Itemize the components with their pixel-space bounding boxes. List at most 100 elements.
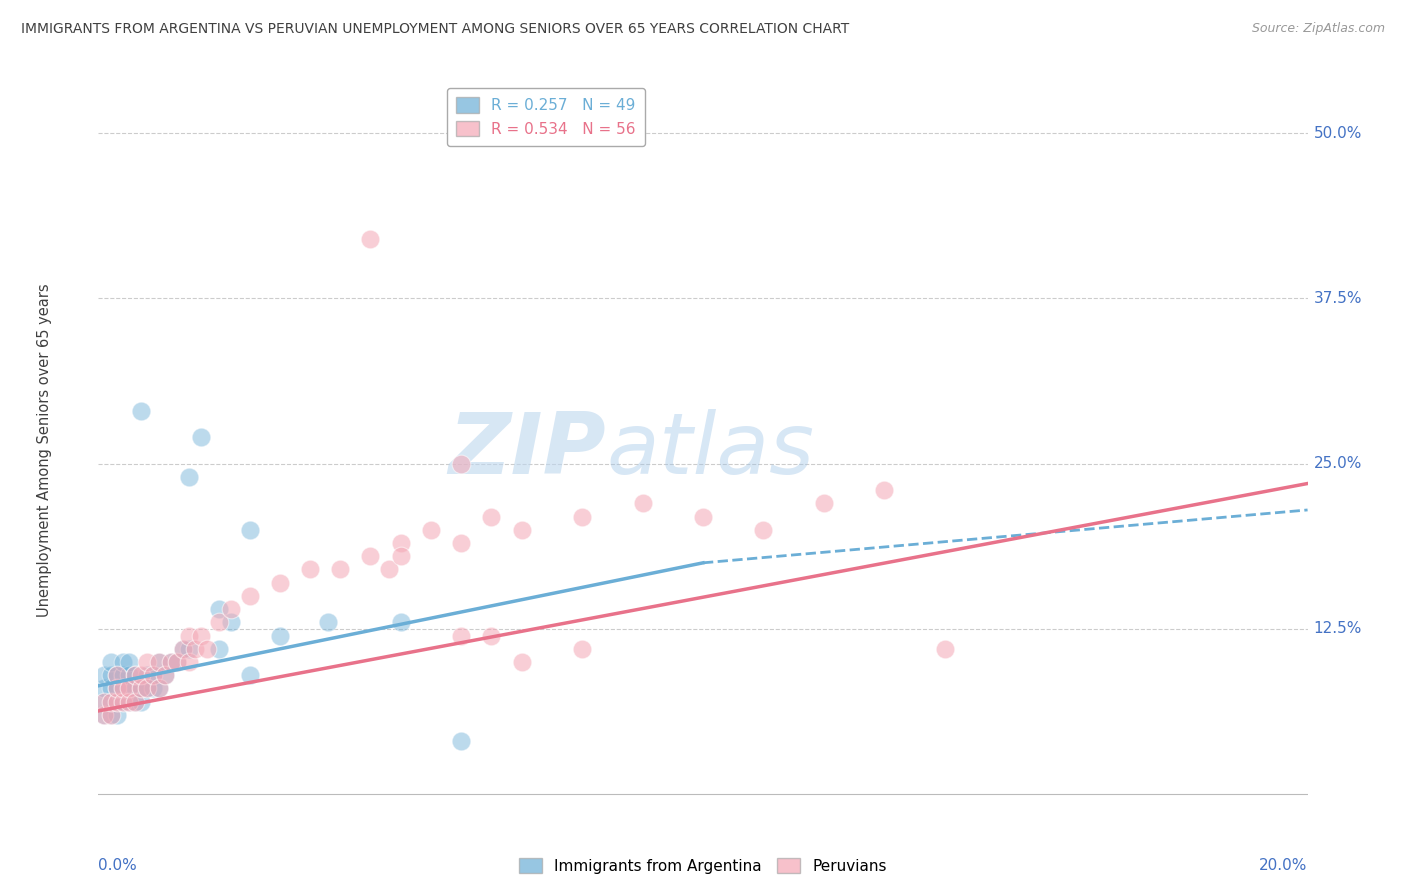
Point — [93, 707, 115, 722]
Point — [221, 615, 243, 630]
Point — [118, 655, 141, 669]
Point — [100, 695, 122, 709]
Point — [118, 668, 141, 682]
Point — [166, 655, 188, 669]
Point — [195, 641, 218, 656]
Point — [111, 655, 134, 669]
Text: 20.0%: 20.0% — [1260, 858, 1308, 872]
Point — [105, 695, 128, 709]
Point — [111, 681, 134, 696]
Point — [105, 681, 128, 696]
Point — [377, 562, 399, 576]
Point — [450, 734, 472, 748]
Point — [93, 668, 115, 682]
Point — [129, 681, 152, 696]
Point — [934, 641, 956, 656]
Point — [692, 509, 714, 524]
Point — [100, 681, 122, 696]
Point — [148, 681, 170, 696]
Text: Unemployment Among Seniors over 65 years: Unemployment Among Seniors over 65 years — [37, 284, 52, 617]
Point — [100, 655, 122, 669]
Point — [124, 695, 146, 709]
Point — [142, 668, 165, 682]
Point — [208, 615, 231, 630]
Point — [105, 707, 128, 722]
Point — [93, 695, 115, 709]
Point — [100, 707, 122, 722]
Point — [100, 668, 122, 682]
Point — [184, 641, 207, 656]
Point — [135, 668, 157, 682]
Point — [190, 629, 212, 643]
Point — [239, 668, 262, 682]
Point — [571, 641, 593, 656]
Point — [111, 668, 134, 682]
Point — [450, 629, 472, 643]
Point — [752, 523, 775, 537]
Point — [142, 681, 165, 696]
Point — [221, 602, 243, 616]
Point — [360, 549, 382, 564]
Point — [93, 707, 115, 722]
Point — [111, 695, 134, 709]
Point — [571, 509, 593, 524]
Point — [450, 457, 472, 471]
Point — [93, 695, 115, 709]
Point — [389, 615, 412, 630]
Point — [100, 695, 122, 709]
Point — [239, 589, 262, 603]
Point — [179, 655, 201, 669]
Point — [269, 629, 291, 643]
Point — [118, 695, 141, 709]
Point — [148, 655, 170, 669]
Point — [450, 536, 472, 550]
Point — [389, 536, 412, 550]
Text: 50.0%: 50.0% — [1313, 126, 1362, 141]
Point — [172, 641, 194, 656]
Point — [111, 695, 134, 709]
Point — [148, 681, 170, 696]
Point — [105, 681, 128, 696]
Point — [129, 695, 152, 709]
Point — [329, 562, 352, 576]
Point — [111, 681, 134, 696]
Point — [142, 668, 165, 682]
Point — [420, 523, 443, 537]
Point — [129, 681, 152, 696]
Point — [172, 641, 194, 656]
Point — [124, 668, 146, 682]
Point — [105, 668, 128, 682]
Text: IMMIGRANTS FROM ARGENTINA VS PERUVIAN UNEMPLOYMENT AMONG SENIORS OVER 65 YEARS C: IMMIGRANTS FROM ARGENTINA VS PERUVIAN UN… — [21, 22, 849, 37]
Point — [124, 681, 146, 696]
Point — [239, 523, 262, 537]
Text: 0.0%: 0.0% — [98, 858, 138, 872]
Point — [105, 668, 128, 682]
Legend: R = 0.257   N = 49, R = 0.534   N = 56: R = 0.257 N = 49, R = 0.534 N = 56 — [447, 88, 645, 146]
Point — [631, 496, 654, 510]
Point — [124, 668, 146, 682]
Point — [129, 404, 152, 418]
Text: Source: ZipAtlas.com: Source: ZipAtlas.com — [1251, 22, 1385, 36]
Point — [813, 496, 835, 510]
Point — [153, 668, 176, 682]
Point — [316, 615, 339, 630]
Text: 12.5%: 12.5% — [1313, 622, 1362, 636]
Point — [160, 655, 183, 669]
Point — [873, 483, 896, 497]
Point — [118, 681, 141, 696]
Text: 37.5%: 37.5% — [1313, 291, 1362, 306]
Point — [269, 575, 291, 590]
Point — [389, 549, 412, 564]
Point — [360, 232, 382, 246]
Point — [148, 655, 170, 669]
Point — [135, 655, 157, 669]
Point — [135, 681, 157, 696]
Point — [93, 681, 115, 696]
Point — [510, 655, 533, 669]
Point — [179, 641, 201, 656]
Point — [118, 681, 141, 696]
Point — [135, 681, 157, 696]
Point — [481, 509, 503, 524]
Point — [510, 523, 533, 537]
Text: 25.0%: 25.0% — [1313, 456, 1362, 471]
